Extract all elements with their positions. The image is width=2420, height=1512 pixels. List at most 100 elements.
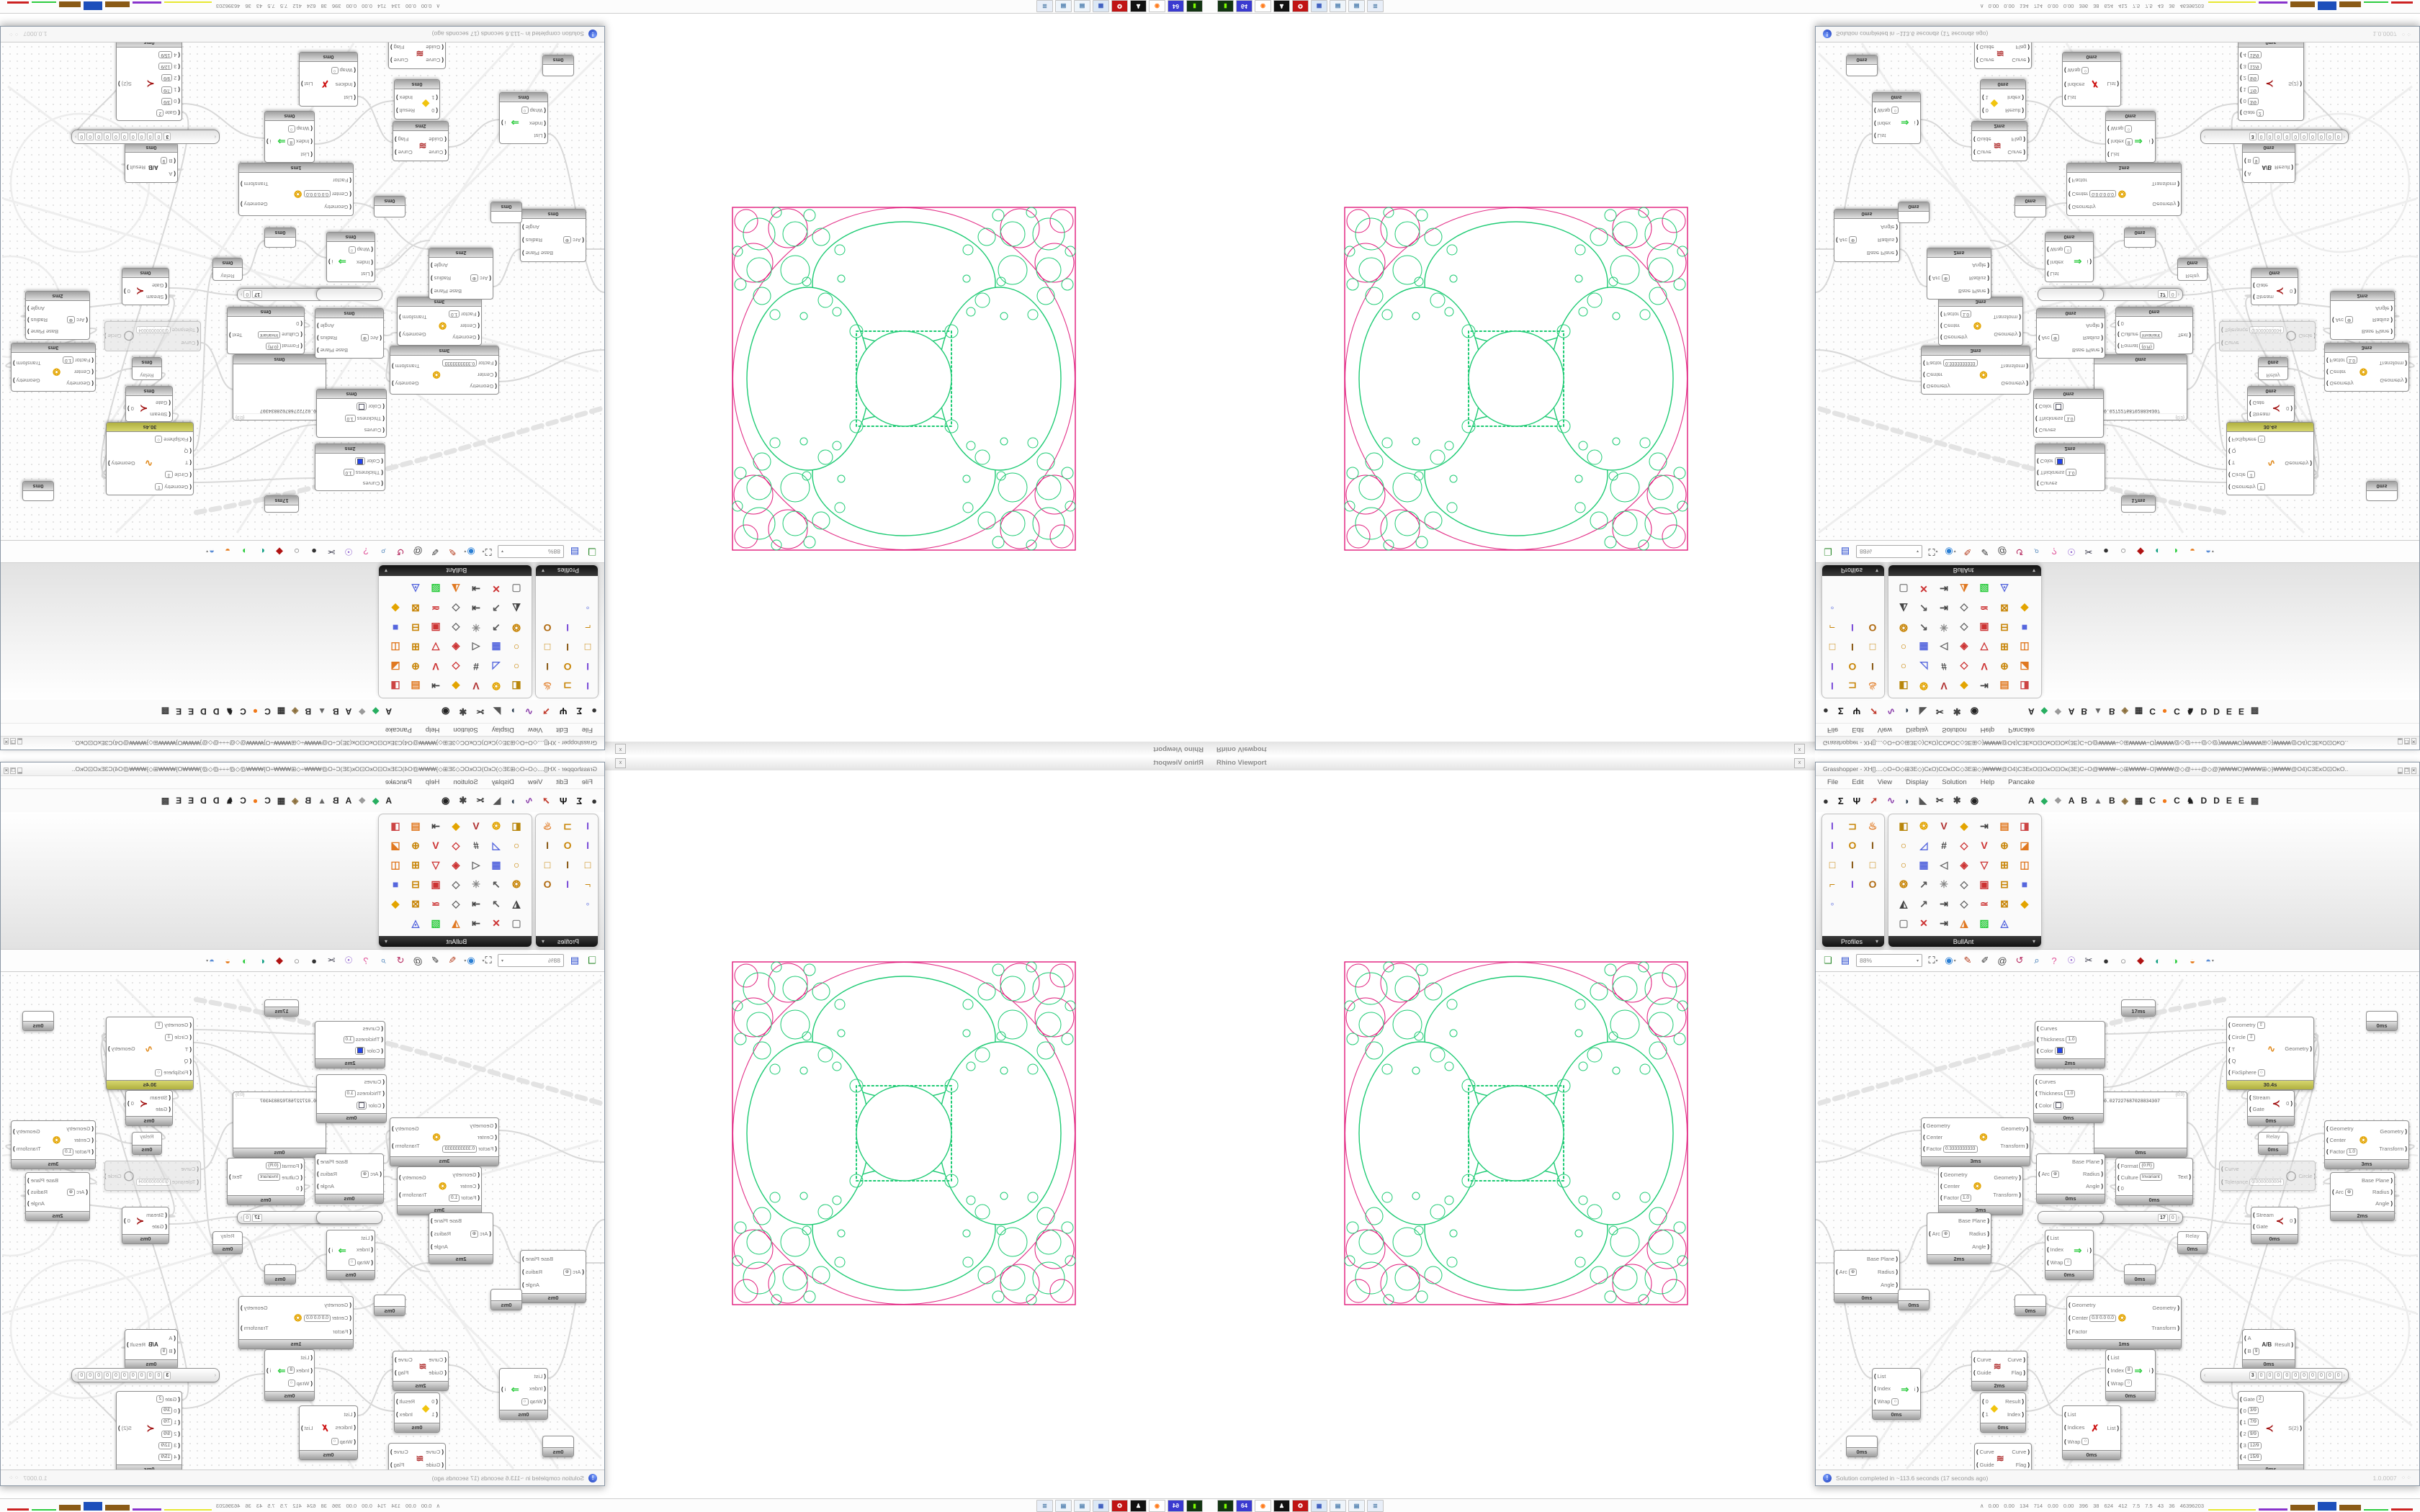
palette-icon[interactable]: ◿ xyxy=(1919,839,1928,851)
palette-icon[interactable]: ❂ xyxy=(1899,878,1908,890)
plugin-tab-5[interactable]: ▲ xyxy=(318,796,326,806)
plugin-tab-9[interactable]: C xyxy=(2149,796,2156,806)
plugin-tab-6[interactable]: B xyxy=(305,706,312,716)
palette-group-footer[interactable]: Profiles ▾ xyxy=(1822,936,1884,947)
palette-icon[interactable]: O xyxy=(563,840,572,851)
zoom-extents-button[interactable]: ⛶ ▾ xyxy=(1927,545,1940,558)
idea-bulb-button[interactable]: ☉ xyxy=(342,545,355,558)
palette-icon[interactable]: ▽ xyxy=(1980,858,1989,870)
gh-node-mini-0[interactable]: 17ms xyxy=(264,495,299,513)
plugin-tab-17[interactable]: ▩ xyxy=(161,796,170,806)
plugin-tab-7[interactable]: ◈ xyxy=(292,796,299,806)
category-tab-8[interactable]: ✱ xyxy=(459,795,467,806)
gh-node-comp-31[interactable]: (List(Indices(Wrap ○ ✗ List) 0ms xyxy=(2062,52,2121,107)
palette-icon[interactable]: ❂ xyxy=(492,819,501,832)
gh-node-slider-34[interactable]: ‹ 3 0 0 0 0 0 0 0 0 0 0 › xyxy=(71,130,220,144)
snip-scissors-button[interactable]: ✂ xyxy=(2082,954,2095,967)
plugin-tab-9[interactable]: C xyxy=(264,706,271,716)
plugin-tab-13[interactable]: D xyxy=(212,796,220,806)
menu-item-display[interactable]: Display xyxy=(1906,726,1929,734)
gh-node-mini-22[interactable]: 0ms xyxy=(2015,1295,2046,1316)
plugin-tab-7[interactable]: ◈ xyxy=(2121,796,2128,806)
gh-node-mini-25[interactable]: 0ms xyxy=(542,55,574,76)
plugin-tab-9[interactable]: C xyxy=(264,796,271,806)
palette-icon[interactable]: ⇥ xyxy=(1940,603,1948,615)
find-window-button[interactable]: ⌕ xyxy=(2030,545,2043,558)
taskbar-app-notepad-2[interactable]: ▤ xyxy=(1348,0,1365,13)
palette-icon[interactable]: ◆ xyxy=(2020,603,2029,615)
palette-icon[interactable]: ◇ xyxy=(452,661,460,673)
rhino-viewport-canvas[interactable] xyxy=(1210,770,1815,1485)
palette-icon[interactable]: ⊟ xyxy=(411,622,420,634)
palette-group-footer[interactable]: BullAnt ▾ xyxy=(379,565,532,576)
menu-item-solution[interactable]: Solution xyxy=(1942,726,1967,734)
palette-icon[interactable]: ◭ xyxy=(1899,603,1908,615)
palette-icon[interactable]: ◪ xyxy=(390,661,400,673)
preview-wire-button[interactable]: ○ xyxy=(2117,545,2130,558)
gh-node-comp-33[interactable]: (A(B 9 A/B Result) 0ms xyxy=(125,143,178,183)
category-tab-7[interactable]: ✂ xyxy=(1935,795,1944,806)
preview-shaded-orange-button[interactable]: ◒ xyxy=(2186,545,2199,558)
gh-node-pill-16[interactable] xyxy=(2038,1211,2104,1224)
taskbar-app-firefox[interactable]: ◉ xyxy=(1255,0,1271,13)
taskbar-app-notepad-2[interactable]: ▤ xyxy=(1055,0,1072,13)
palette-icon[interactable]: O xyxy=(1868,622,1877,634)
palette-icon[interactable]: ◦ xyxy=(1830,898,1834,909)
gha-reload-button[interactable]: ↺ xyxy=(394,545,407,558)
gh-node-comp-15[interactable]: (Arc ⊕ Base Plane) Radius) Angle) 0ms xyxy=(2036,1153,2105,1204)
plugin-tab-2[interactable]: ❖ xyxy=(358,706,367,716)
palette-icon[interactable]: ⇥ xyxy=(472,917,480,929)
gh-node-slider-34[interactable]: ‹ 3 0 0 0 0 0 0 0 0 0 0 › xyxy=(2200,1368,2349,1382)
taskbar-app-badge[interactable]: ✪ xyxy=(1292,1499,1309,1512)
palette-icon[interactable]: ○ xyxy=(1900,661,1907,672)
gh-node-comp-1[interactable]: (Geometry ⇧(Circle ⇩(T(Q(FixSphere ○ ∿ Geomet… xyxy=(2226,422,2314,495)
taskbar-app-firefox[interactable]: ◉ xyxy=(1149,1499,1165,1512)
palette-icon[interactable]: ✕ xyxy=(1919,583,1928,595)
palette-icon[interactable]: ⊐ xyxy=(1848,819,1857,832)
category-tab-7[interactable]: ✂ xyxy=(1935,706,1944,717)
category-tab-1[interactable]: Σ xyxy=(576,795,583,806)
menu-item-solution[interactable]: Solution xyxy=(1942,778,1967,786)
taskbar-app-ghost[interactable]: ♟ xyxy=(1273,0,1290,13)
obsolete-at-button[interactable]: @ xyxy=(1996,545,2009,558)
plugin-tab-14[interactable]: D xyxy=(200,706,207,716)
gh-node-comp-30[interactable]: (List(Index 8(Wrap ○ ⇒ i) 0ms xyxy=(264,111,315,163)
palette-group-footer[interactable]: Profiles ▾ xyxy=(536,565,598,576)
menu-item-display[interactable]: Display xyxy=(491,726,514,734)
palette-icon[interactable]: ○ xyxy=(513,840,520,851)
minimize-button[interactable]: ▁ xyxy=(2397,768,2403,774)
palette-icon[interactable]: ◫ xyxy=(2020,642,2030,654)
preview-dark-button[interactable]: ● xyxy=(2099,954,2112,967)
palette-icon[interactable]: O xyxy=(563,661,572,672)
palette-group-footer[interactable]: BullAnt ▾ xyxy=(379,936,532,947)
palette-icon[interactable]: I xyxy=(1851,859,1854,870)
palette-icon[interactable]: ▽ xyxy=(431,642,440,654)
palette-icon[interactable]: ✕ xyxy=(492,583,501,595)
maximize-button[interactable]: ❐ xyxy=(10,768,17,774)
palette-icon[interactable]: ⊠ xyxy=(411,603,420,615)
palette-icon[interactable]: ⊐ xyxy=(563,819,572,832)
taskbar-app-notes[interactable]: ≣ xyxy=(1367,0,1384,13)
gh-node-mini-19[interactable]: Relay 0ms xyxy=(212,1231,243,1254)
palette-icon[interactable]: ◇ xyxy=(1960,603,1968,615)
palette-icon[interactable]: I xyxy=(1831,840,1834,851)
gh-node-comp-29[interactable]: (0(1 ◆ Result) Index) 0ms xyxy=(394,79,440,120)
taskbar-app-floppy64[interactable]: 64 xyxy=(1236,0,1252,13)
category-tab-0[interactable]: ● xyxy=(1823,795,1829,806)
palette-icon[interactable]: ✕ xyxy=(1919,917,1928,929)
preview-shaded-green-button[interactable]: ◑ xyxy=(238,545,251,558)
palette-icon[interactable]: ⊟ xyxy=(2000,622,2009,634)
menu-item-help[interactable]: Help xyxy=(425,778,440,786)
preview-eye-button[interactable]: ◉ ▾ xyxy=(463,954,476,967)
find-window-button[interactable]: ⌕ xyxy=(2030,954,2043,967)
plugin-tab-6[interactable]: B xyxy=(2108,706,2115,716)
palette-icon[interactable]: ◮ xyxy=(1960,917,1968,929)
palette-icon[interactable]: I xyxy=(1831,661,1834,672)
preview-dark-button[interactable]: ● xyxy=(308,545,321,558)
gh-node-comp-12[interactable]: (Curves(Thickness 1.0(Color 0ms xyxy=(316,389,387,438)
palette-icon[interactable]: V xyxy=(1940,820,1948,832)
gh-node-mini-3[interactable]: Relay 0ms xyxy=(132,357,162,380)
menu-item-help[interactable]: Help xyxy=(1980,726,1995,734)
palette-icon[interactable]: ✳ xyxy=(1940,878,1948,890)
gh-node-comp-35[interactable]: (Gate 2(0 3/9(1 7/9(2 9/9(3 12/9(4 15/9 ≺ S(2)) 0… xyxy=(116,42,182,121)
